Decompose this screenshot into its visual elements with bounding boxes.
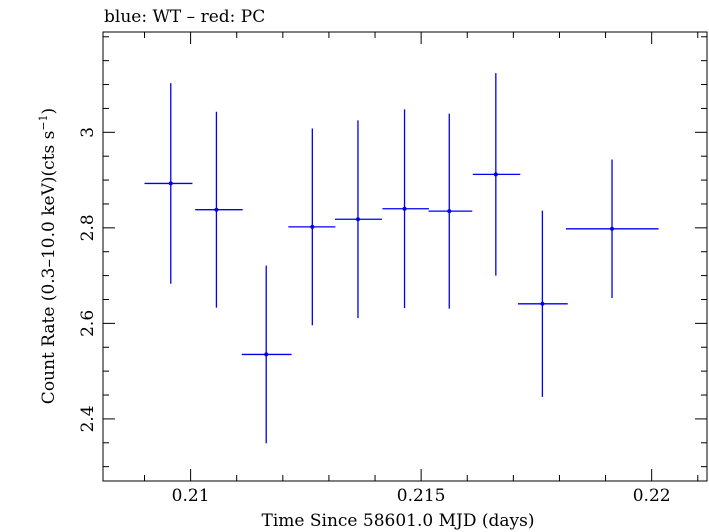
- data-layer: [144, 73, 659, 444]
- data-point-group: [334, 120, 382, 319]
- data-point-group: [565, 159, 659, 299]
- data-point: [264, 352, 269, 357]
- data-point: [402, 206, 407, 211]
- x-tick-label: 0.21: [172, 486, 210, 506]
- tick-labels-layer: 0.21 0.215 0.22 2.4 2.6 2.8 3: [78, 127, 671, 506]
- ticks-layer: [103, 32, 707, 481]
- data-point: [168, 181, 173, 186]
- y-axis-label-close: ): [39, 108, 59, 115]
- data-point-group: [517, 210, 568, 397]
- data-point: [540, 301, 545, 306]
- y-tick-label: 2.4: [78, 405, 98, 432]
- data-point-group: [382, 109, 429, 309]
- y-axis-label: Count Rate (0.3–10.0 keV)(cts s−1): [37, 108, 59, 404]
- data-point: [493, 172, 498, 177]
- x-tick-label: 0.22: [633, 486, 671, 506]
- plot-frame: [102, 31, 708, 482]
- x-tick-label: 0.215: [397, 486, 446, 506]
- data-point: [214, 207, 219, 212]
- y-tick-label: 2.8: [78, 214, 98, 241]
- data-point-group: [428, 113, 473, 309]
- data-point: [310, 224, 315, 229]
- x-axis-label: Time Since 58601.0 MJD (days): [262, 511, 535, 531]
- y-tick-label: 3: [78, 127, 98, 138]
- data-point: [447, 209, 452, 214]
- data-point-group: [144, 83, 193, 284]
- data-point: [610, 226, 615, 231]
- chart-title: blue: WT – red: PC: [104, 7, 265, 27]
- y-axis-label-main: Count Rate (0.3–10.0 keV)(cts s: [39, 131, 59, 405]
- data-point-group: [195, 111, 243, 308]
- y-axis-label-exponent: −1: [37, 114, 50, 130]
- data-point-group: [241, 265, 292, 444]
- data-point: [355, 217, 360, 222]
- y-tick-label: 2.6: [78, 310, 98, 337]
- data-point-group: [472, 73, 521, 276]
- data-point-group: [288, 128, 336, 326]
